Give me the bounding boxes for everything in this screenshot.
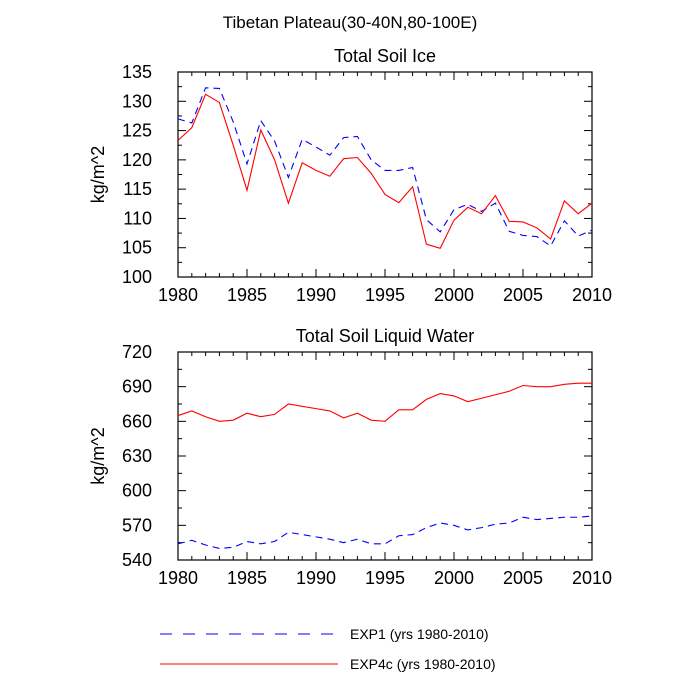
legend-label: EXP1 (yrs 1980-2010) <box>350 626 489 642</box>
plot-total-soil-liquid-water: Total Soil Liquid Water 1980 1985 1990 1995 2… <box>88 326 612 588</box>
y-tick-label: 100 <box>122 267 152 287</box>
y-tick-label: 630 <box>122 446 152 466</box>
y-tick-label: 570 <box>122 515 152 535</box>
plot-frame <box>177 71 593 278</box>
plot-frame <box>177 351 593 561</box>
x-tick-label: 2010 <box>572 285 612 305</box>
x-tick-label: 1995 <box>365 285 405 305</box>
legend: EXP1 (yrs 1980-2010) EXP4c (yrs 1980-2010… <box>160 626 496 672</box>
x-tick-label: 2000 <box>434 568 474 588</box>
x-tick-label: 2005 <box>503 285 543 305</box>
y-tick-label: 135 <box>122 62 152 82</box>
y-tick-label: 125 <box>122 121 152 141</box>
y-tick-label: 115 <box>123 179 152 199</box>
x-tick-label: 1990 <box>296 285 336 305</box>
y-tick-label: 690 <box>122 377 152 397</box>
y-tick-label: 720 <box>122 342 152 362</box>
x-tick-label: 1980 <box>158 568 198 588</box>
plot-title: Total Soil Ice <box>334 46 436 66</box>
series-line-exp1 <box>177 87 593 247</box>
x-tick-label: 1990 <box>296 568 336 588</box>
x-tick-label: 1995 <box>365 568 405 588</box>
x-tick-label: 2000 <box>434 285 474 305</box>
x-tick-label: 1985 <box>227 568 267 588</box>
y-tick-label: 660 <box>122 411 152 431</box>
y-tick-label: 110 <box>123 208 152 228</box>
y-tick-label: 600 <box>122 481 152 501</box>
x-tick-label: 2005 <box>503 568 543 588</box>
x-tick-label: 1985 <box>227 285 267 305</box>
legend-label: EXP4c (yrs 1980-2010) <box>350 656 496 672</box>
series-line-exp4c <box>177 93 593 249</box>
series-line-exp4c <box>177 382 592 422</box>
plot-total-soil-ice: Total Soil Ice 1980 1985 1990 1995 2000 2005 20… <box>88 46 612 305</box>
y-tick-label: 130 <box>122 91 152 111</box>
figure-suptitle: Tibetan Plateau(30-40N,80-100E) <box>223 13 478 32</box>
series-line-exp1 <box>177 515 593 550</box>
plot-title: Total Soil Liquid Water <box>296 326 474 346</box>
y-tick-label: 540 <box>122 550 152 570</box>
y-axis-label: kg/m^2 <box>88 146 108 203</box>
y-tick-label: 105 <box>122 238 152 258</box>
y-tick-label: 120 <box>122 150 152 170</box>
x-tick-label: 1980 <box>158 285 198 305</box>
x-tick-label: 2010 <box>572 568 612 588</box>
y-axis-label: kg/m^2 <box>88 427 108 484</box>
